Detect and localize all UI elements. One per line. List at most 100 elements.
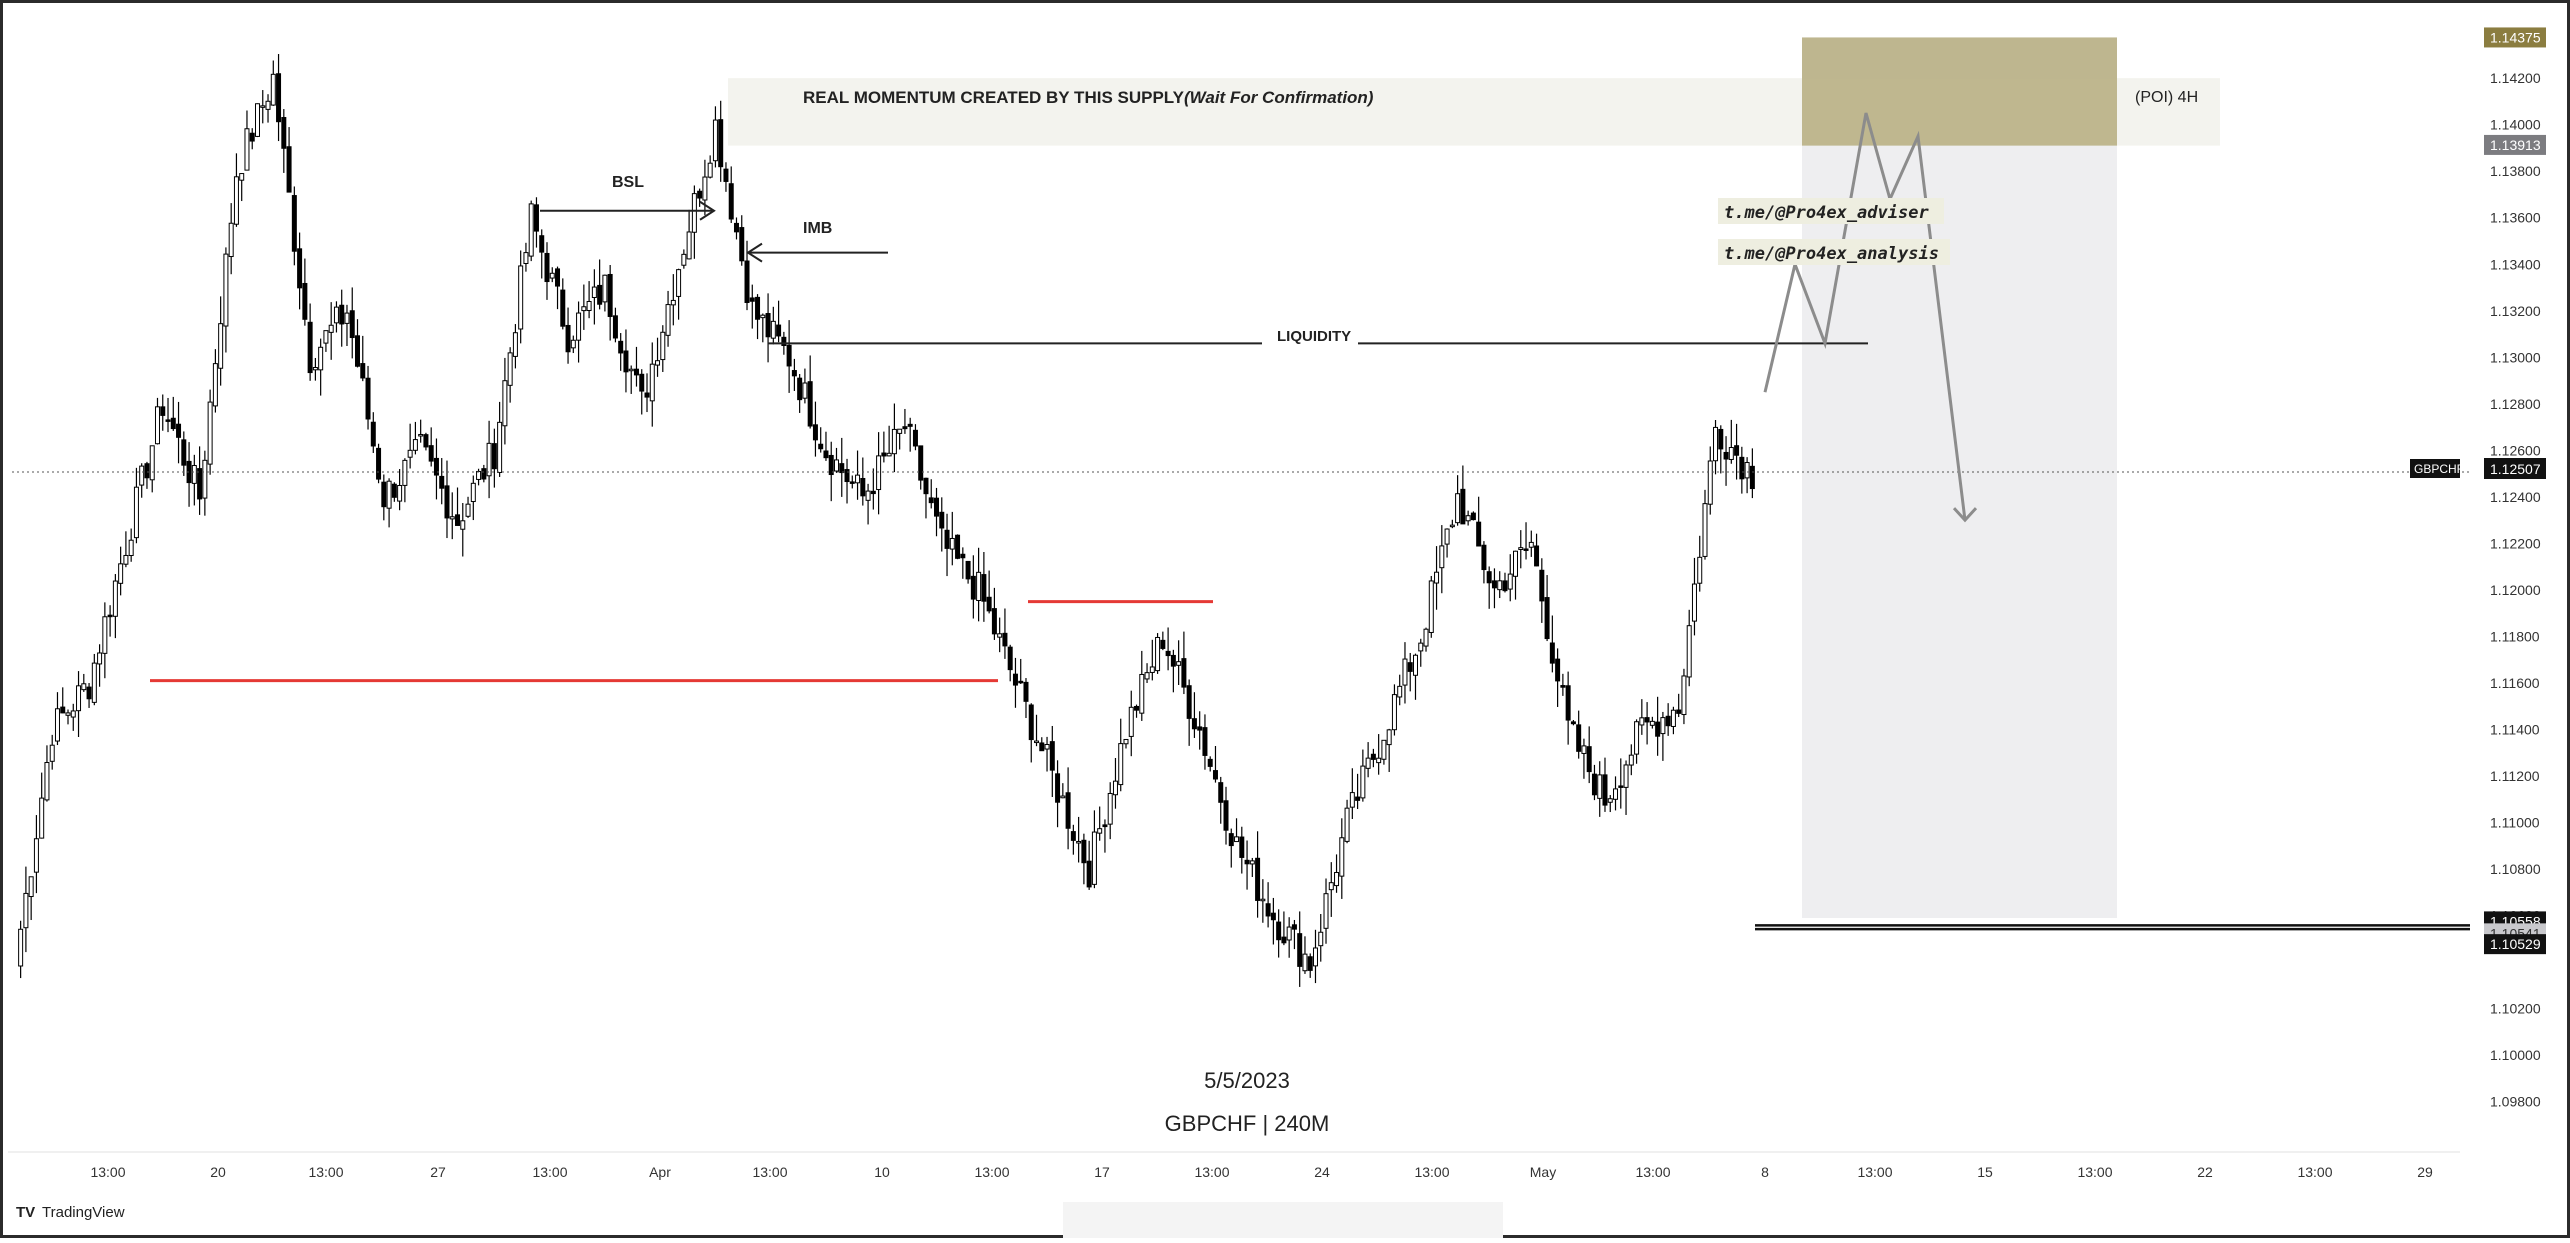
candle-body <box>802 382 808 399</box>
candle-body <box>939 511 945 529</box>
candle <box>1670 706 1676 735</box>
price-badge-bg <box>2484 27 2546 48</box>
candle <box>1034 714 1040 747</box>
candle <box>1055 760 1061 828</box>
candle-body <box>591 286 597 298</box>
candle-body <box>1286 926 1292 941</box>
candle-body <box>565 324 571 353</box>
candle-body <box>533 204 539 232</box>
candle <box>302 258 308 326</box>
candle-body <box>1023 681 1029 702</box>
candle-body <box>523 252 529 264</box>
candle-body <box>855 474 861 484</box>
time-tick-label: 20 <box>210 1164 226 1180</box>
candle-body <box>191 465 197 484</box>
candle-body <box>1681 675 1687 716</box>
candle <box>228 203 234 275</box>
candle <box>1412 653 1418 700</box>
candle <box>949 511 955 566</box>
candle <box>1070 824 1076 855</box>
candle-body <box>1670 709 1676 727</box>
candle <box>765 293 771 363</box>
candle <box>81 673 87 692</box>
poi-box[interactable] <box>1802 37 2117 146</box>
candle <box>986 570 992 614</box>
candle-body <box>460 520 466 530</box>
candle <box>123 531 129 568</box>
candle-body <box>997 633 1003 638</box>
candle-body <box>1744 462 1750 479</box>
price-tick-label: 1.11600 <box>2490 675 2540 691</box>
candle <box>376 443 382 484</box>
candle <box>1291 919 1297 950</box>
candle-body <box>1465 515 1471 522</box>
candle <box>518 250 524 344</box>
candle <box>460 503 466 557</box>
time-axis[interactable]: 13:00 20 13:00 27 13:00 Apr 13:00 10 13:00 17 13:0… <box>90 1164 2433 1180</box>
candle-body <box>1481 544 1487 571</box>
candle <box>1370 748 1376 768</box>
candle <box>860 457 866 506</box>
candle <box>1602 757 1608 812</box>
candle-body <box>1144 672 1150 680</box>
candle <box>49 734 55 770</box>
telegram-link-1[interactable]: t.me/@Pro4ex_adviser <box>1724 203 1929 223</box>
candle-body <box>476 470 482 480</box>
tradingview-branding[interactable]: TV TradingView <box>16 1204 125 1221</box>
candle-body <box>1434 571 1440 584</box>
candle <box>1170 649 1176 693</box>
candle-body <box>1355 796 1361 801</box>
candle-body <box>1181 658 1187 688</box>
candle <box>1028 703 1034 763</box>
candle-body <box>1155 636 1161 672</box>
time-tick-label: Apr <box>649 1164 671 1180</box>
candle <box>1639 699 1645 735</box>
bsl-arrowhead-icon <box>699 200 716 221</box>
candle <box>533 197 539 248</box>
candle-body <box>65 712 71 716</box>
candle <box>1397 674 1403 706</box>
candle-body <box>1749 465 1755 490</box>
candle <box>1002 608 1008 659</box>
candle <box>1744 457 1750 494</box>
candle-body <box>397 485 403 502</box>
candle <box>1181 631 1187 695</box>
candle-body <box>44 762 50 801</box>
candle-body <box>612 315 618 339</box>
candle <box>1270 897 1276 945</box>
tradingview-brand: TradingView <box>42 1204 125 1221</box>
candle <box>402 458 408 503</box>
candle-body <box>1323 893 1329 929</box>
candle-body <box>1018 680 1024 684</box>
price-tick-label: 1.11000 <box>2490 815 2540 831</box>
candle-body <box>844 469 850 483</box>
liquidity-label: LIQUIDITY <box>1277 328 1351 345</box>
candle-body <box>33 838 39 873</box>
candle <box>728 166 734 223</box>
candle <box>260 90 266 124</box>
candle-body <box>139 465 145 486</box>
candle <box>391 482 397 502</box>
price-badge-bg <box>2484 134 2546 155</box>
candle-body <box>1312 947 1318 967</box>
candle <box>1118 718 1124 792</box>
price-tick-label: 1.10800 <box>2490 861 2541 877</box>
candle-body <box>1102 824 1108 828</box>
candle <box>597 259 603 310</box>
price-tick-label: 1.12400 <box>2490 489 2541 505</box>
candle-body <box>1739 456 1745 480</box>
candle <box>607 264 613 341</box>
price-axis[interactable]: 1.14200 1.14000 1.13800 1.13600 1.13400 1.132… <box>2484 27 2546 1110</box>
telegram-link-2[interactable]: t.me/@Pro4ex_analysis <box>1724 244 1939 264</box>
candle-body <box>76 685 82 712</box>
candle-body <box>1676 709 1682 714</box>
candle <box>323 330 329 352</box>
candle-body <box>1149 666 1155 673</box>
candle <box>1481 541 1487 584</box>
candle-body <box>623 350 629 373</box>
candle <box>344 304 350 346</box>
candle-body <box>823 450 829 459</box>
candle <box>1323 878 1329 944</box>
candle <box>1707 446 1713 515</box>
